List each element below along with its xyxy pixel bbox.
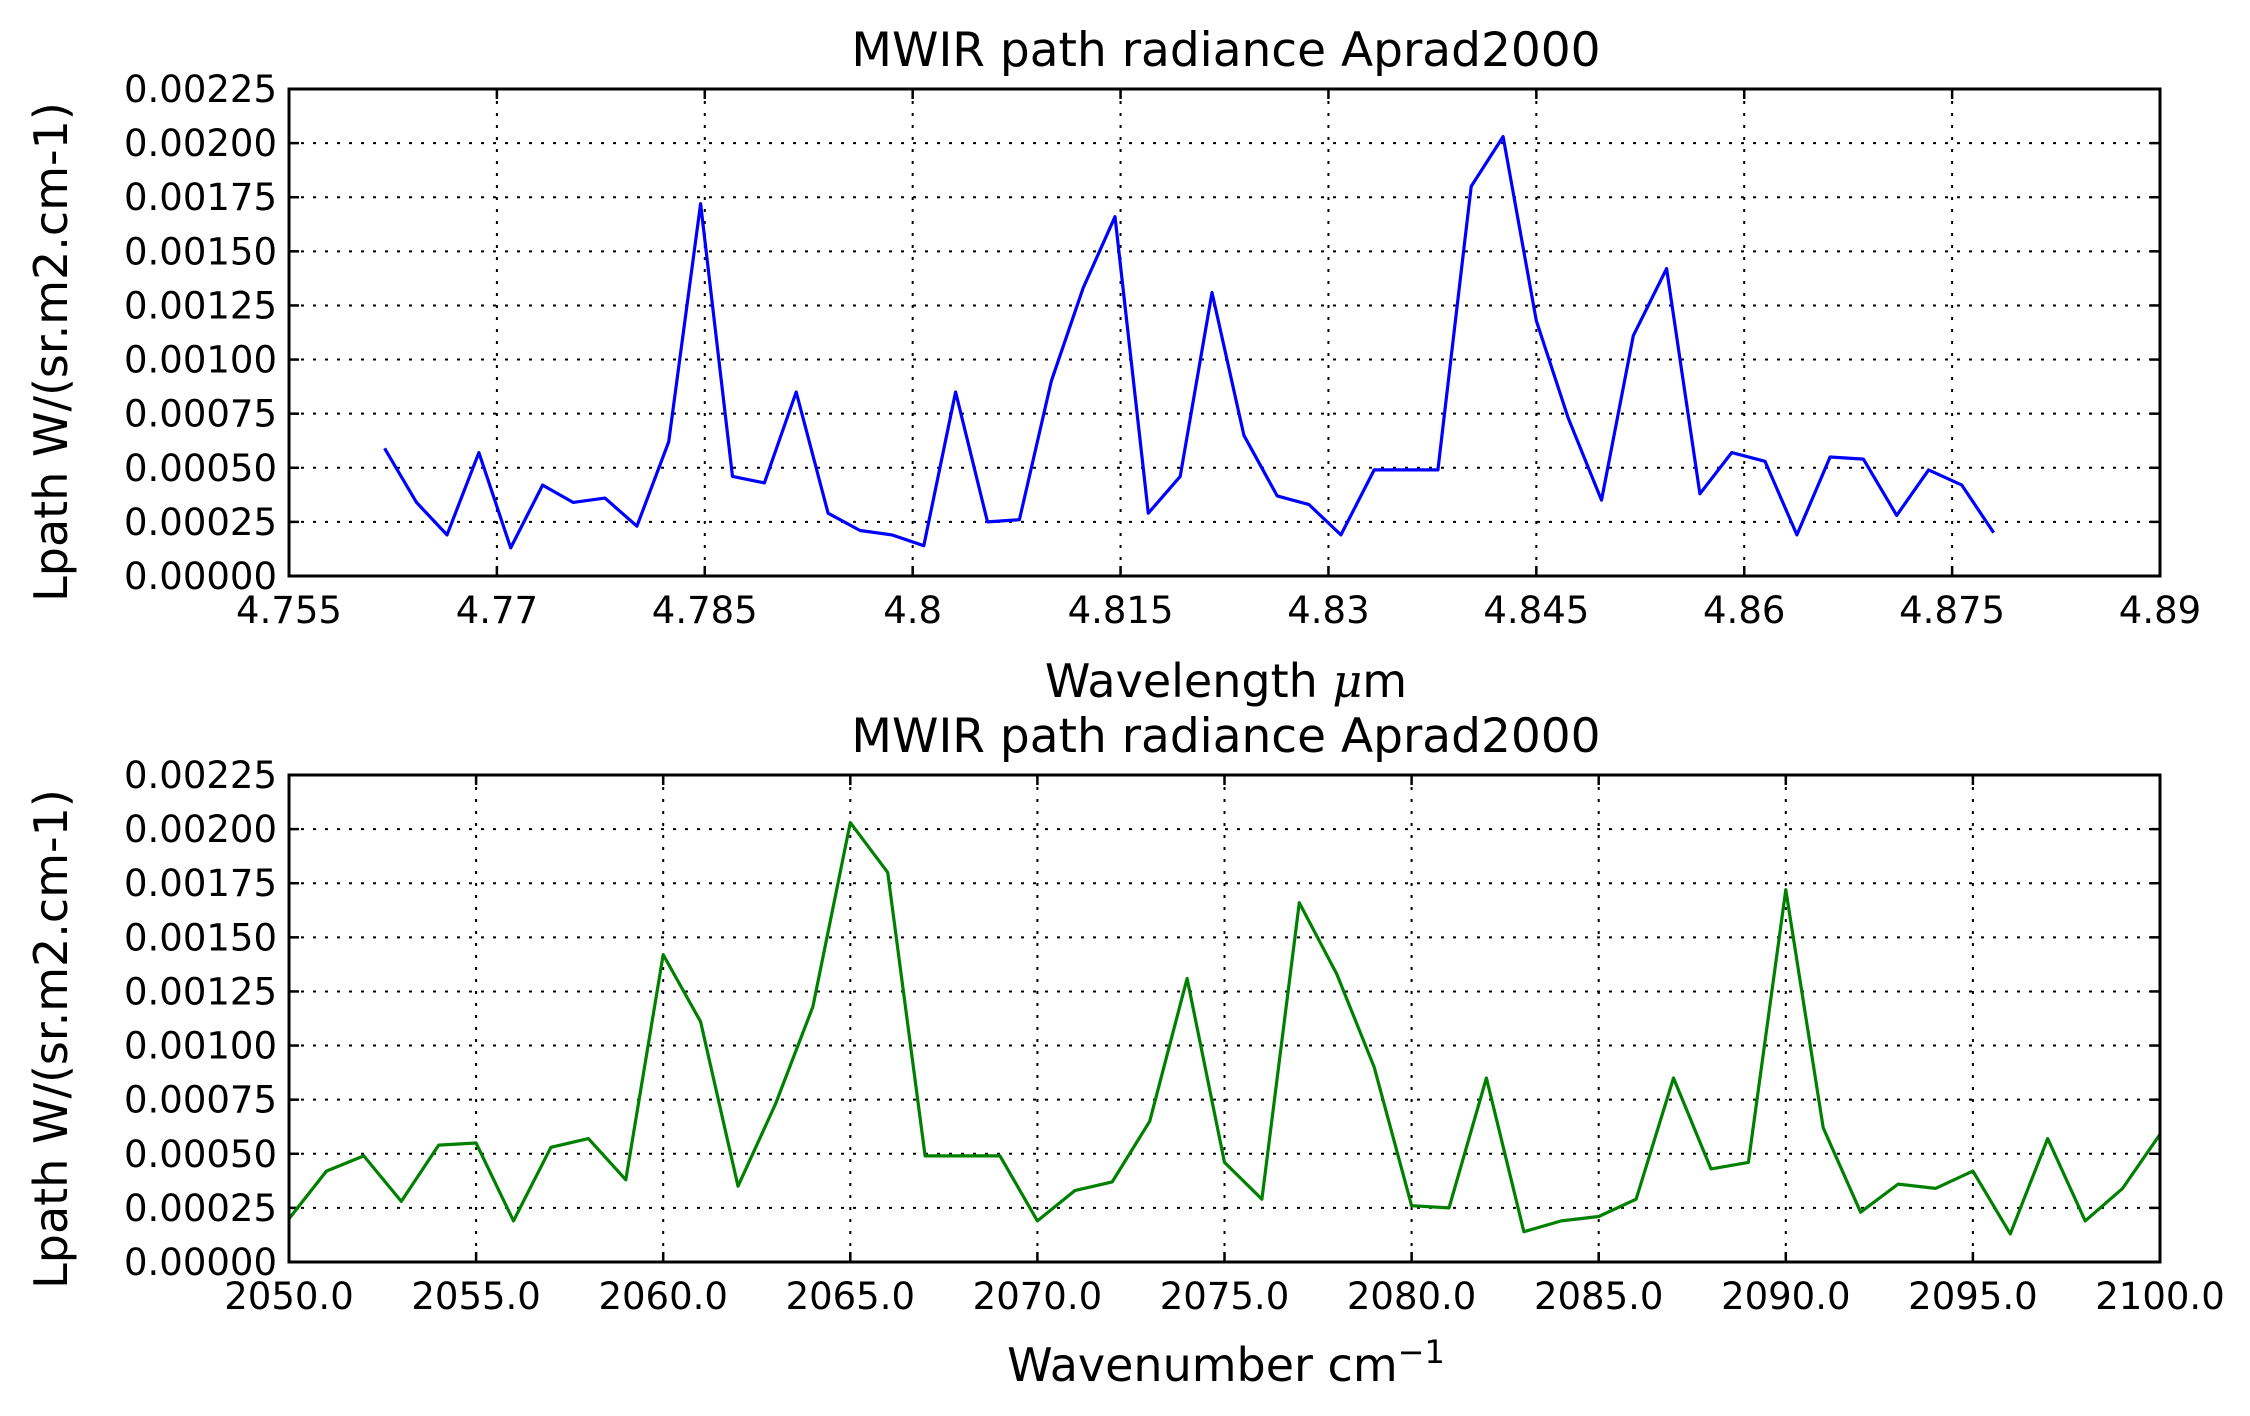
chart-title: MWIR path radiance Aprad2000 [851,23,1600,78]
x-tick-label: 4.785 [652,589,758,632]
y-tick-label: 0.00025 [124,501,277,544]
x-tick-label: 4.845 [1483,589,1589,632]
data-lines [383,135,1996,550]
x-tick-label: 2055.0 [411,1275,540,1318]
y-tick-label: 0.00225 [124,68,277,111]
chart-title: MWIR path radiance Aprad2000 [851,709,1600,764]
x-tick-label: 2065.0 [786,1275,915,1318]
x-axis-label-symbol: μ [1332,654,1362,708]
y-axis-label: Lpath W/(sr.m2.cm-1) [24,102,78,602]
x-axis-label-unit: m [1362,654,1407,708]
x-tick-label: 2090.0 [1721,1275,1850,1318]
x-tick-label: 4.755 [236,589,342,632]
x-axis-label-superscript: −1 [1398,1333,1445,1371]
x-tick-label: 2070.0 [973,1275,1102,1318]
y-tick-label: 0.00200 [124,122,277,165]
axis-ticks: 4.755 4.77 4.785 4.8 4.815 4.83 4.845 4.86 4.875… [124,68,2201,632]
x-axis-label: Wavelength μm [1045,654,1407,708]
x-axis-label-text: Wavelength [1045,654,1333,708]
x-tick-label: 2060.0 [598,1275,727,1318]
plot-frame [287,87,2162,578]
x-tick-label: 4.83 [1287,589,1369,632]
y-tick-label: 0.00025 [124,1187,277,1230]
x-tick-label: 4.815 [1068,589,1174,632]
x-tick-label: 2095.0 [1908,1275,2037,1318]
x-tick-label: 4.89 [2119,589,2201,632]
y-tick-label: 0.00175 [124,176,277,219]
y-tick-label: 0.00100 [124,339,277,382]
y-tick-label: 0.00225 [124,754,277,797]
y-tick-label: 0.00125 [124,970,277,1013]
y-tick-label: 0.00075 [124,393,277,436]
y-tick-label: 0.00200 [124,808,277,851]
x-tick-label: 4.86 [1703,589,1785,632]
x-tick-label: 4.77 [456,589,538,632]
x-tick-label: 2100.0 [2095,1275,2224,1318]
y-tick-label: 0.00150 [124,916,277,959]
y-tick-label: 0.00050 [124,447,277,490]
series-line [287,820,2162,1236]
x-tick-label: 4.8 [883,589,942,632]
plot-frame [287,773,2162,1264]
x-tick-label: 2085.0 [1534,1275,1663,1318]
axis-ticks: 2050.0 2055.0 2060.0 2065.0 2070.0 2075.0 2080… [124,754,2225,1318]
y-tick-label: 0.00125 [124,284,277,327]
x-tick-label: 4.875 [1899,589,2005,632]
y-tick-label: 0.00000 [124,555,277,598]
x-axis-label-text: Wavenumber cm [1007,1338,1398,1392]
y-tick-label: 0.00100 [124,1025,277,1068]
x-tick-label: 2080.0 [1347,1275,1476,1318]
y-axis-label: Lpath W/(sr.m2.cm-1) [24,789,78,1289]
data-lines [287,820,2162,1236]
chart-top-wavelength: MWIR path radiance Aprad2000 Lpath W/(sr… [24,23,2201,708]
y-tick-label: 0.00050 [124,1133,277,1176]
x-axis-label: Wavenumber cm−1 [1007,1333,1445,1392]
series-line [383,135,1996,550]
x-tick-label: 2050.0 [224,1275,353,1318]
x-tick-label: 2075.0 [1160,1275,1289,1318]
chart-bottom-wavenumber: MWIR path radiance Aprad2000 Lpath W/(sr… [24,709,2225,1392]
y-tick-label: 0.00150 [124,230,277,273]
y-tick-label: 0.00000 [124,1241,277,1284]
y-tick-label: 0.00175 [124,862,277,905]
y-tick-label: 0.00075 [124,1079,277,1122]
